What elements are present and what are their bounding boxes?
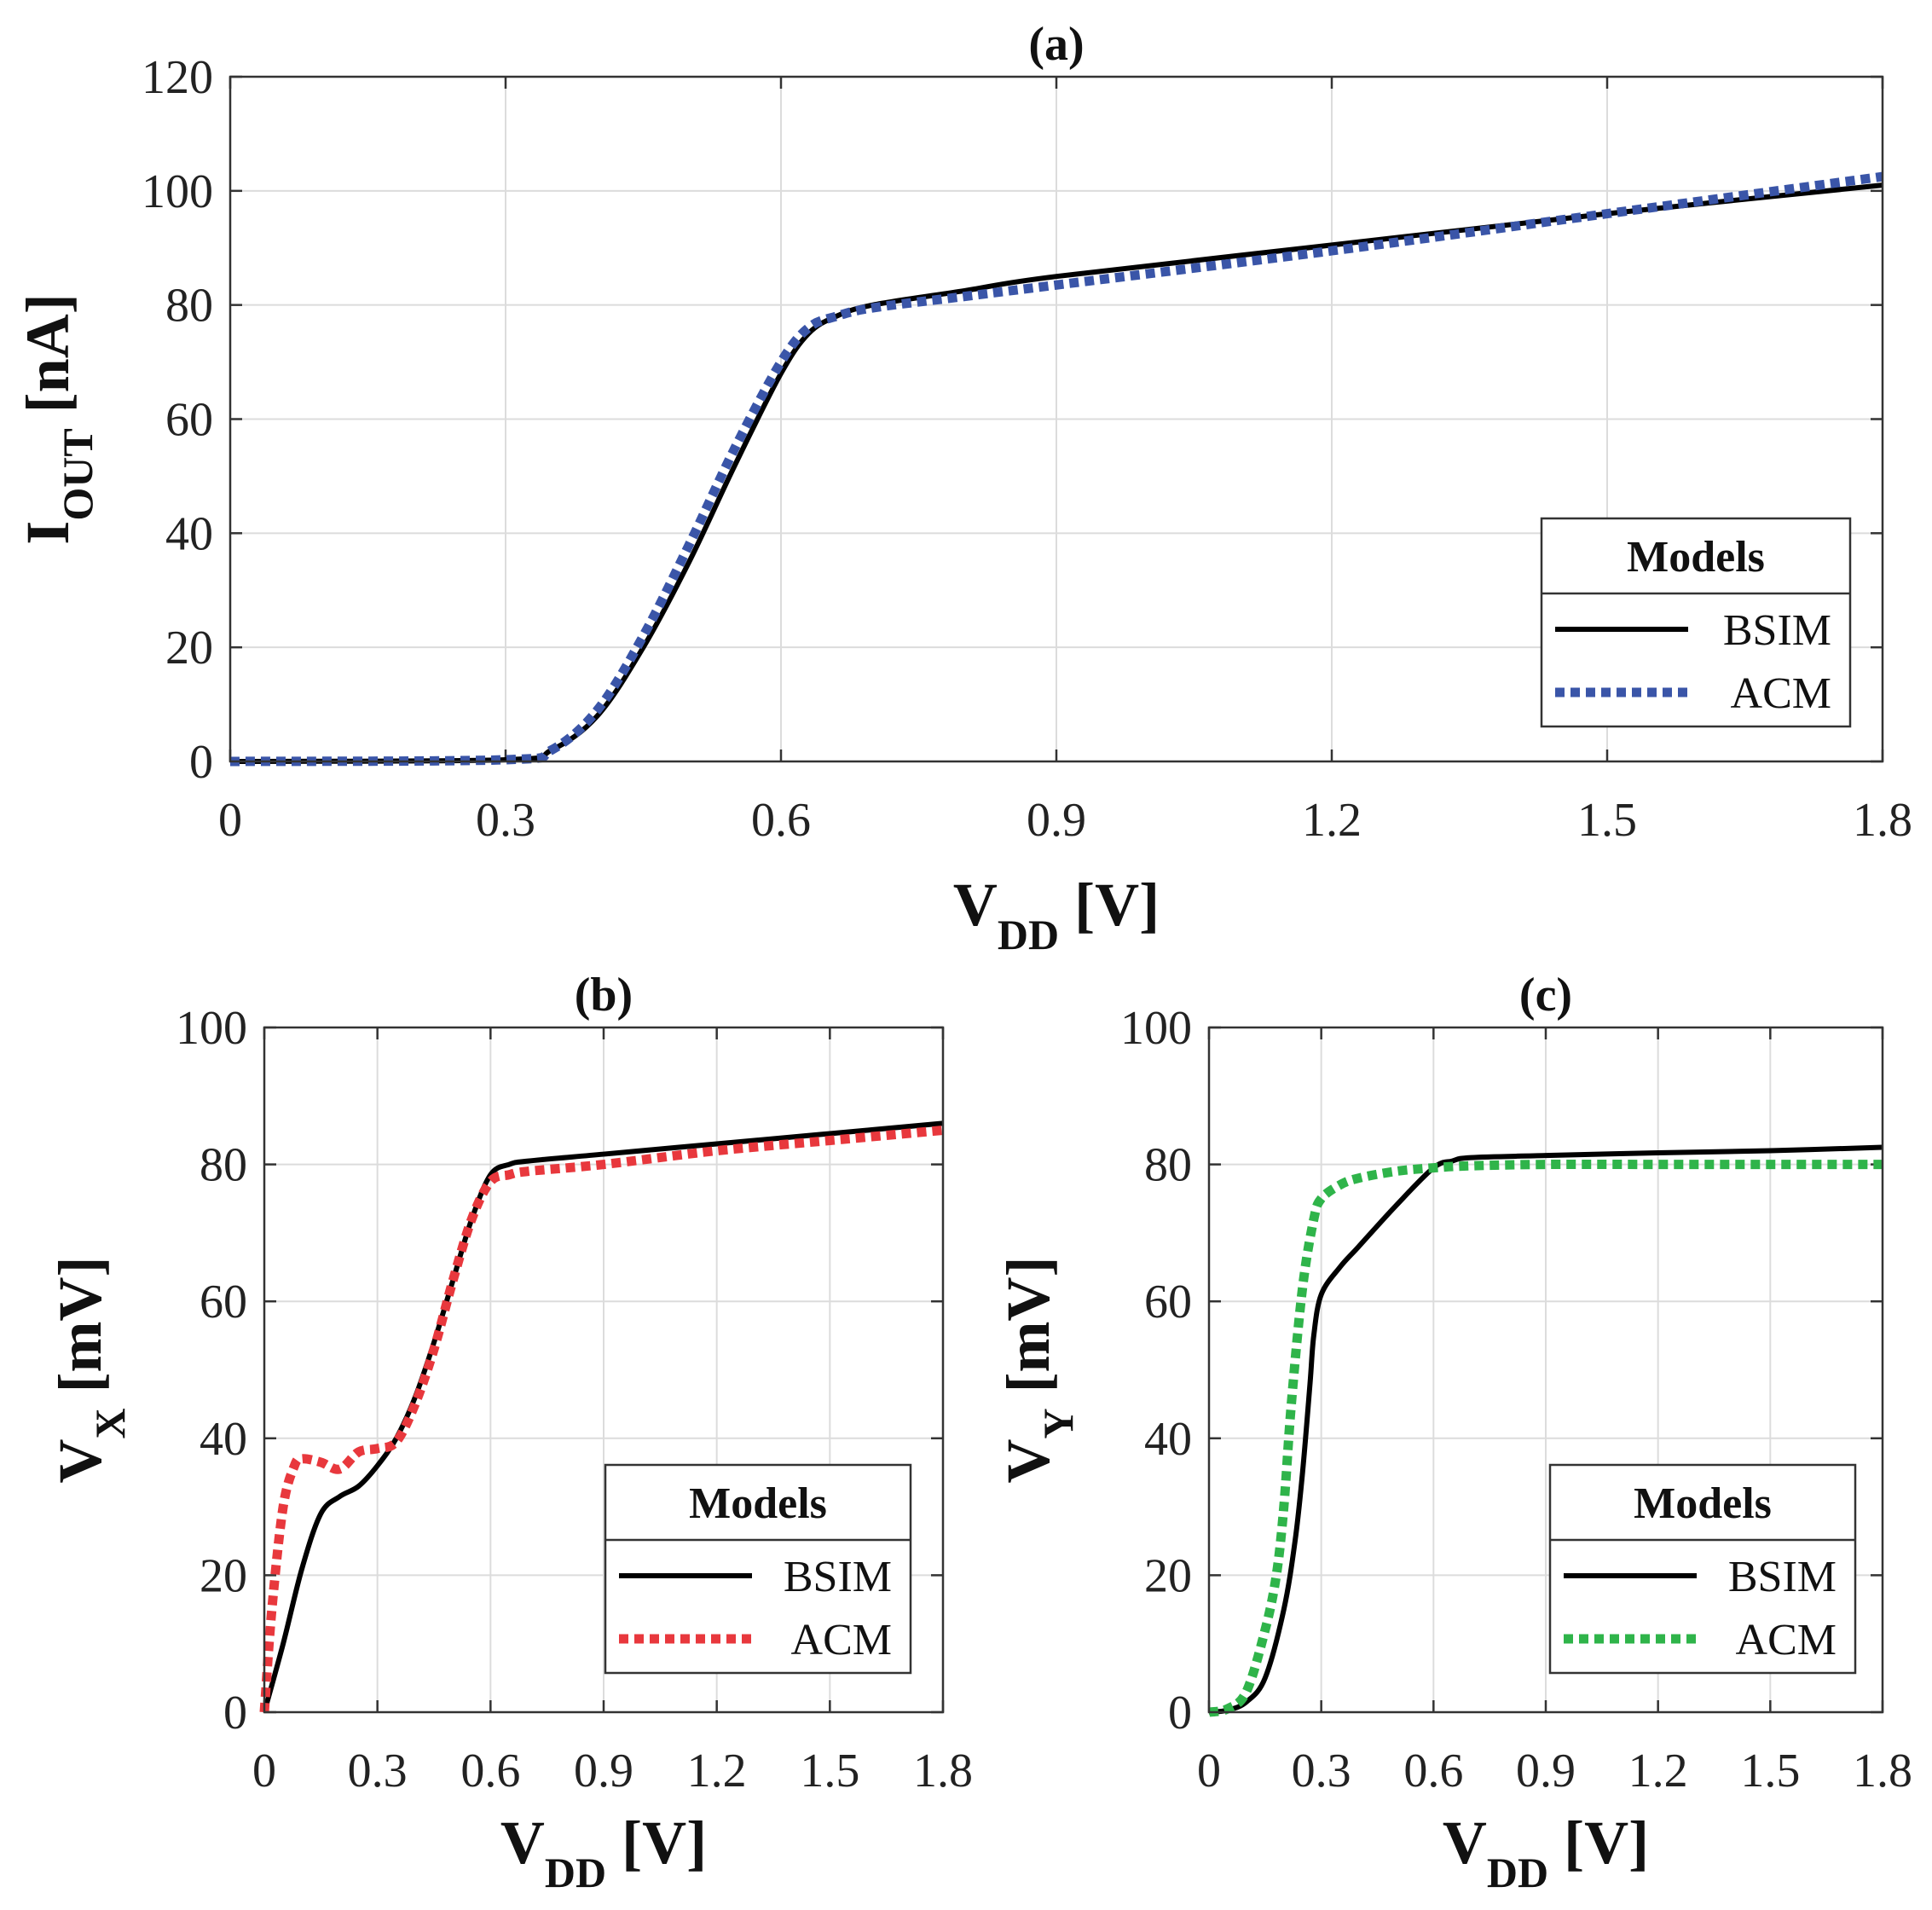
x-tick-label: 1.2	[687, 1745, 747, 1797]
x-tick-label: 0	[1197, 1745, 1221, 1797]
y-tick-label: 20	[1144, 1549, 1192, 1602]
series-line-acm	[259, 1125, 944, 1713]
x-tick-label: 0	[252, 1745, 276, 1797]
y-tick-label: 40	[200, 1413, 247, 1466]
x-tick-label: 0.6	[460, 1745, 520, 1797]
y-tick-label: 80	[200, 1139, 247, 1192]
y-axis-label: VX [mV]	[46, 1256, 134, 1483]
y-tick-label: 120	[142, 51, 213, 104]
x-tick-label: 1.5	[1577, 794, 1637, 847]
y-axis-label: VY [mV]	[994, 1256, 1082, 1483]
x-tick-label: 0.9	[1516, 1745, 1576, 1797]
x-tick-label: 0.6	[751, 794, 811, 847]
y-tick-label: 0	[1168, 1687, 1192, 1739]
x-axis-label: VDD [V]	[953, 871, 1160, 958]
x-tick-label: 0.3	[348, 1745, 408, 1797]
y-tick-label: 60	[1144, 1276, 1192, 1328]
legend: Models BSIM ACM	[1540, 517, 1852, 728]
legend-title: Models	[689, 1479, 827, 1528]
y-tick-label: 100	[142, 165, 213, 218]
legend-label-bsim: BSIM	[1728, 1553, 1837, 1601]
x-tick-label: 1.5	[1740, 1745, 1800, 1797]
x-axis-label: VDD [V]	[1443, 1809, 1649, 1896]
y-tick-label: 60	[200, 1276, 247, 1328]
y-tick-label: 100	[176, 1002, 247, 1055]
y-tick-label: 80	[1144, 1139, 1192, 1192]
legend-title: Models	[1634, 1479, 1772, 1528]
legend-label-bsim: BSIM	[784, 1553, 892, 1601]
series-line-bsim	[1208, 1144, 1883, 1715]
x-tick-label: 0.3	[1292, 1745, 1351, 1797]
y-tick-label: 40	[165, 507, 213, 560]
x-tick-label: 0.6	[1403, 1745, 1463, 1797]
y-tick-label: 20	[165, 622, 213, 674]
x-tick-label: 0.9	[574, 1745, 633, 1797]
plot-frame	[228, 75, 1884, 763]
plot-frame	[1207, 1026, 1884, 1714]
legend: Models BSIM ACM	[1548, 1463, 1857, 1675]
legend-title: Models	[1627, 533, 1765, 582]
legend-label-acm: ACM	[1736, 1616, 1837, 1664]
y-tick-label: 80	[165, 280, 213, 333]
y-tick-label: 40	[1144, 1413, 1192, 1466]
y-tick-label: 60	[165, 394, 213, 447]
x-tick-label: 1.8	[913, 1745, 973, 1797]
x-tick-label: 1.2	[1628, 1745, 1688, 1797]
series-line-acm	[1208, 1159, 1883, 1717]
legend-label-bsim: BSIM	[1723, 606, 1831, 655]
x-axis-label: VDD [V]	[500, 1809, 707, 1896]
chart-title: (b)	[575, 969, 633, 1022]
chart-b: 0 0.3 0.6 0.9 1.2 1.5 1.8 0 20 40 60 80 100 (b) VDD [V…	[46, 969, 973, 1896]
x-tick-label: 0	[218, 794, 242, 847]
plot-frame	[263, 1026, 945, 1714]
x-tick-label: 1.5	[800, 1745, 859, 1797]
y-tick-label: 0	[223, 1687, 247, 1739]
legend-label-acm: ACM	[1731, 669, 1831, 718]
chart-a: 0 0.3 0.6 0.9 1.2 1.5 1.8 0 20 40 60 80 100 120 (a) VDD…	[14, 18, 1912, 958]
y-axis-label: IOUT [nA]	[14, 293, 101, 544]
x-tick-label: 1.2	[1302, 794, 1362, 847]
x-tick-label: 1.8	[1853, 794, 1912, 847]
legend: Models BSIM ACM	[604, 1463, 912, 1675]
x-tick-label: 1.8	[1853, 1745, 1912, 1797]
series-line-bsim	[262, 1120, 944, 1713]
y-tick-label: 100	[1120, 1002, 1192, 1055]
chart-title: (c)	[1519, 969, 1572, 1022]
y-tick-label: 20	[200, 1549, 247, 1602]
y-tick-label: 0	[189, 736, 213, 789]
legend-label-acm: ACM	[791, 1616, 892, 1664]
chart-title: (a)	[1028, 18, 1084, 71]
x-tick-label: 0.9	[1027, 794, 1086, 847]
x-tick-label: 0.3	[476, 794, 535, 847]
chart-c: 0 0.3 0.6 0.9 1.2 1.5 1.8 0 20 40 60 80 100 (c) VDD [V…	[994, 969, 1912, 1896]
